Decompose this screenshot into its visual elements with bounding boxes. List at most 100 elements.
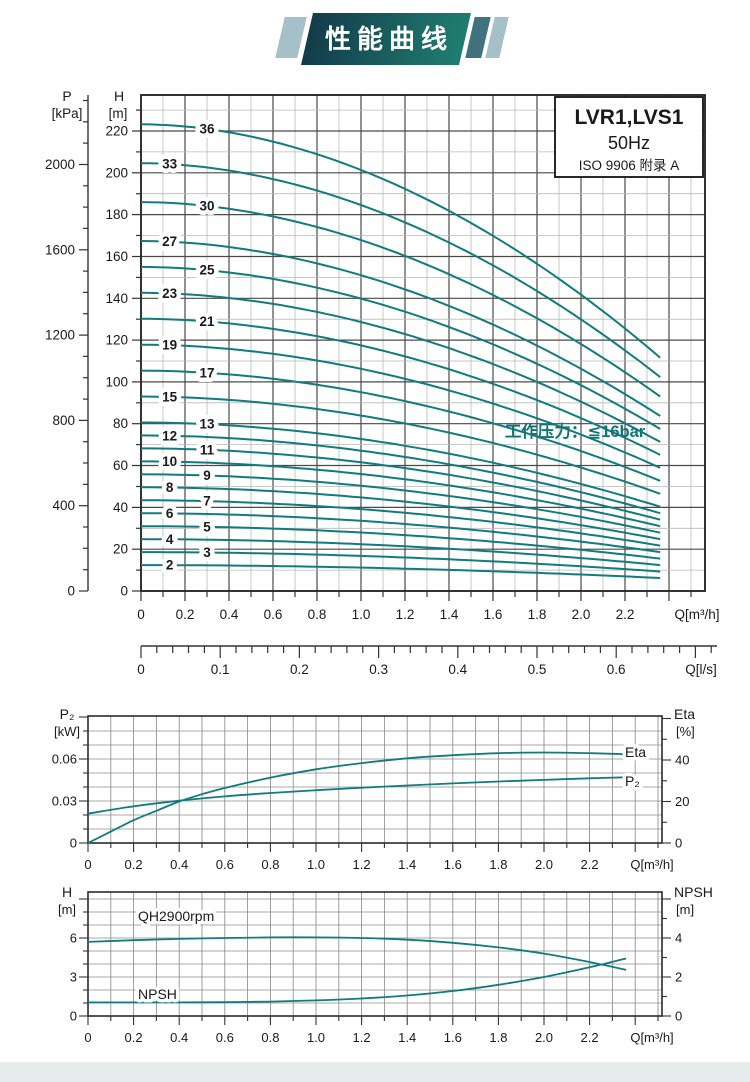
flow-tick-label: 2.0 bbox=[572, 607, 591, 622]
curve-stage-10 bbox=[141, 460, 661, 528]
curve-stage-9 bbox=[140, 473, 661, 534]
left-axis-unit: [kW] bbox=[54, 724, 80, 739]
curve-stage-6 bbox=[141, 512, 661, 554]
flow-tick-label: 0.2 bbox=[125, 1030, 143, 1045]
legend-frequency: 50Hz bbox=[608, 133, 650, 153]
right-tick-label: 2 bbox=[675, 970, 682, 985]
head-tick-label: 60 bbox=[113, 458, 128, 473]
left-axis: 0 3 6 H [m] bbox=[58, 884, 88, 1024]
stage-label-11: 11 bbox=[200, 442, 215, 457]
power-eta-chart: 0 0.03 0.06 P₂ [kW] 0 20 40 Eta [%] 0 0.2 0.4 0.6 0.8 1… bbox=[52, 706, 696, 872]
stage-label-36: 36 bbox=[199, 121, 215, 136]
pressure-axis-title: P bbox=[62, 88, 71, 104]
curve-stage-36 bbox=[140, 123, 661, 359]
flow-tick-label: 1.2 bbox=[353, 1030, 371, 1045]
flow-tick-label: 0.6 bbox=[264, 607, 283, 622]
flow-ls-tick-label: 0.1 bbox=[211, 662, 230, 677]
curve-stage-3 bbox=[141, 551, 661, 573]
pressure-tick-label: 400 bbox=[52, 498, 75, 513]
flow-tick-label: 2.2 bbox=[581, 1030, 599, 1045]
flow-tick-label: 0.2 bbox=[176, 607, 195, 622]
flow-axis-label: Q[m³/h] bbox=[630, 1030, 673, 1045]
head-tick-label: 120 bbox=[105, 333, 128, 348]
flow-ls-tick-label: 0.6 bbox=[607, 662, 626, 677]
stage-label-10: 10 bbox=[162, 454, 177, 469]
stage-label-12: 12 bbox=[162, 428, 177, 443]
pressure-axis: 0 400 800 1200 1600 2000 P [kPa] bbox=[45, 88, 89, 599]
stage-label-30: 30 bbox=[199, 198, 214, 213]
right-axis-title: NPSH bbox=[674, 884, 713, 900]
flow-ls-tick-label: 0.5 bbox=[528, 662, 547, 677]
pressure-tick-label: 1200 bbox=[45, 328, 75, 343]
working-pressure-note: 工作压力：≦16bar bbox=[505, 421, 646, 441]
flow-axis-label: Q[m³/h] bbox=[674, 607, 719, 622]
stage-label-8: 8 bbox=[166, 480, 174, 495]
legend-box: LVR1,LVS1 50Hz ISO 9906 附录 A bbox=[554, 96, 704, 178]
flow-ls-tick-label: 0.3 bbox=[369, 662, 388, 677]
series bbox=[87, 751, 627, 844]
curve-stage-33 bbox=[140, 162, 661, 378]
plot-border bbox=[140, 94, 706, 592]
flow-tick-label: 1.2 bbox=[396, 607, 415, 622]
pressure-tick-label: 2000 bbox=[45, 157, 75, 172]
flow-ls-tick-label: 0 bbox=[137, 662, 145, 677]
curve-Eta bbox=[87, 751, 627, 844]
plot-border bbox=[87, 891, 663, 1017]
pressure-axis-unit: [kPa] bbox=[52, 106, 83, 121]
head-tick-label: 160 bbox=[105, 249, 128, 264]
flow-tick-label: 0 bbox=[84, 1030, 91, 1045]
flow-tick-label: 0 bbox=[84, 857, 91, 872]
curve-P2 bbox=[87, 776, 627, 815]
curve-stage-5 bbox=[141, 525, 661, 560]
flow-tick-label: 1.4 bbox=[398, 857, 416, 872]
head-tick-label: 40 bbox=[113, 500, 128, 515]
stage-label-23: 23 bbox=[162, 286, 178, 301]
flow-tick-label: 0.4 bbox=[220, 607, 239, 622]
legend-model: LVR1,LVS1 bbox=[575, 106, 684, 129]
left-tick-label: 0.03 bbox=[52, 794, 77, 809]
flow-tick-label: 1.6 bbox=[444, 857, 462, 872]
bottom-strip bbox=[0, 1062, 750, 1082]
right-axis-title: Eta bbox=[674, 706, 695, 722]
right-tick-label: 40 bbox=[675, 753, 689, 768]
curve-stage-4 bbox=[140, 538, 661, 567]
flow-tick-label: 2.0 bbox=[535, 857, 553, 872]
flow-tick-label: 1.8 bbox=[489, 857, 507, 872]
pressure-tick-label: 0 bbox=[67, 584, 75, 599]
flow-tick-label: 0.6 bbox=[216, 1030, 234, 1045]
right-axis: 0 2 4 NPSH [m] bbox=[662, 884, 713, 1024]
stage-label-9: 9 bbox=[203, 468, 211, 483]
flow-tick-label: 2.0 bbox=[535, 1030, 553, 1045]
stage-label-4: 4 bbox=[166, 532, 174, 547]
curve-stage-27 bbox=[140, 240, 661, 417]
flow-tick-label: 2.2 bbox=[616, 607, 635, 622]
stage-label-15: 15 bbox=[162, 389, 178, 404]
flow-tick-label: 0 bbox=[137, 607, 145, 622]
p2-curve-label: P₂ bbox=[625, 773, 640, 789]
curve-stage-13 bbox=[141, 421, 661, 508]
stage-label-21: 21 bbox=[199, 314, 215, 329]
curve-QH2900rpm bbox=[87, 936, 627, 971]
right-tick-label: 0 bbox=[675, 836, 682, 851]
eta-curve-label: Eta bbox=[625, 744, 646, 760]
curve-stage-11 bbox=[141, 447, 661, 521]
flow-tick-label: 1.6 bbox=[484, 607, 503, 622]
flow-tick-label: 1.0 bbox=[307, 857, 325, 872]
stage-label-17: 17 bbox=[199, 365, 214, 380]
stage-label-25: 25 bbox=[199, 263, 215, 278]
plot-border bbox=[87, 715, 663, 844]
left-axis-title: P₂ bbox=[60, 706, 75, 722]
qh-curve-label: QH2900rpm bbox=[138, 908, 214, 924]
flow-axis: 0 0.2 0.4 0.6 0.8 1.0 1.2 1.4 1.6 1.8 2.0 2.2 Q[m³/h… bbox=[84, 1016, 674, 1045]
flow-tick-label: 1.8 bbox=[528, 607, 547, 622]
flow-tick-label: 1.0 bbox=[307, 1030, 325, 1045]
curve-stage-30 bbox=[140, 201, 661, 398]
stage-label-3: 3 bbox=[203, 545, 211, 560]
left-tick-label: 0.06 bbox=[52, 752, 77, 767]
curve-stage-15 bbox=[140, 395, 661, 495]
curve-stage-25 bbox=[140, 265, 661, 430]
npsh-curve-label: NPSH bbox=[138, 986, 177, 1002]
left-tick-label: 3 bbox=[70, 970, 77, 985]
right-axis-unit: [%] bbox=[676, 724, 695, 739]
curve-stage-12 bbox=[140, 434, 661, 515]
